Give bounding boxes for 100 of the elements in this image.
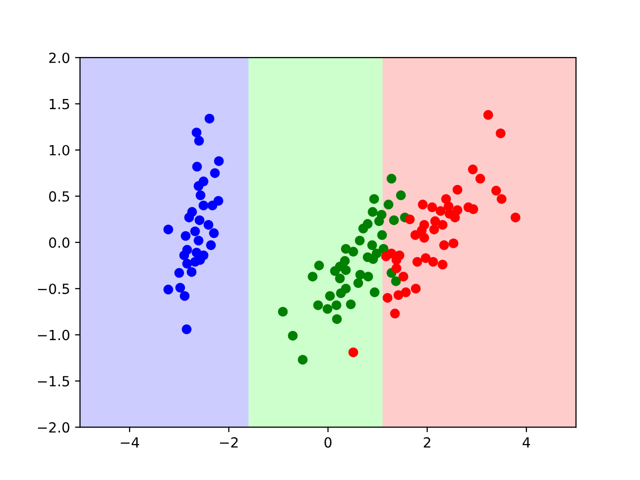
point (510, 212, 520, 222)
point (182, 324, 192, 334)
point (491, 186, 502, 196)
point (209, 228, 219, 238)
point (353, 278, 364, 288)
point (384, 200, 394, 210)
point (206, 240, 216, 250)
point (392, 263, 402, 274)
point (410, 284, 421, 294)
point (330, 266, 340, 276)
point (468, 204, 478, 214)
point (475, 174, 486, 184)
point (194, 215, 204, 226)
point (450, 212, 460, 222)
point (496, 128, 506, 138)
point (298, 354, 308, 365)
point (204, 114, 214, 124)
point (438, 220, 448, 230)
point (308, 272, 318, 282)
point (322, 304, 332, 314)
point (367, 240, 378, 250)
point (214, 156, 224, 166)
point (336, 288, 346, 298)
point (314, 260, 324, 270)
point (175, 282, 186, 293)
point (496, 194, 506, 204)
point (332, 300, 342, 310)
point (448, 238, 458, 248)
point (410, 230, 420, 240)
point (288, 330, 298, 341)
point (420, 253, 431, 263)
point (396, 190, 406, 200)
y-tick-label: −1.5 (38, 376, 70, 386)
y-tick-label: 2.0 (49, 52, 70, 64)
point (468, 164, 478, 174)
point (429, 224, 440, 234)
point (198, 200, 208, 210)
point (190, 256, 200, 267)
point (348, 246, 358, 256)
y-tick-label: 0.5 (49, 191, 70, 202)
x-tick-label: −4 (120, 437, 140, 448)
point (335, 274, 345, 284)
point (163, 284, 174, 294)
point (196, 190, 206, 200)
point (204, 220, 214, 230)
point (427, 202, 438, 212)
point (404, 214, 415, 224)
point (184, 212, 194, 222)
point (325, 291, 335, 301)
point (483, 110, 494, 120)
point (190, 226, 200, 236)
point (208, 200, 218, 210)
y-tick-label: −2.0 (38, 422, 70, 433)
point (419, 232, 430, 243)
point (192, 128, 202, 138)
point (192, 162, 202, 172)
point (412, 256, 422, 267)
point (180, 291, 190, 301)
point (394, 290, 404, 300)
point (368, 254, 378, 264)
y-tick-label: 1.5 (50, 98, 70, 110)
point (386, 174, 396, 184)
point (439, 240, 449, 250)
point (313, 300, 323, 310)
x-tick-label: 2 (424, 437, 430, 448)
point (186, 267, 196, 277)
point (374, 216, 384, 226)
point (182, 258, 192, 269)
point (340, 265, 351, 275)
point (363, 272, 374, 282)
point (194, 136, 204, 146)
point (354, 236, 365, 246)
point (369, 194, 379, 204)
point (401, 287, 411, 298)
x-tick-label: 0 (324, 437, 332, 448)
point (194, 236, 204, 246)
point (180, 231, 191, 241)
point (370, 287, 380, 298)
point (392, 255, 402, 265)
point (436, 206, 446, 216)
point (179, 250, 190, 260)
point (390, 308, 400, 318)
point (389, 215, 399, 226)
point (194, 181, 204, 191)
y-tick-label: 1.0 (50, 144, 70, 156)
point (391, 276, 401, 286)
point (382, 292, 392, 303)
point (348, 347, 358, 358)
x-tick-label: −2 (220, 437, 238, 448)
point (278, 306, 288, 317)
point (174, 268, 184, 278)
y-tick-label: −1.0 (38, 330, 70, 340)
point (368, 207, 378, 217)
point (428, 256, 438, 267)
point (452, 184, 462, 195)
point (418, 200, 428, 210)
point (163, 224, 174, 234)
point (210, 168, 220, 178)
point (346, 299, 356, 310)
point (438, 260, 448, 270)
